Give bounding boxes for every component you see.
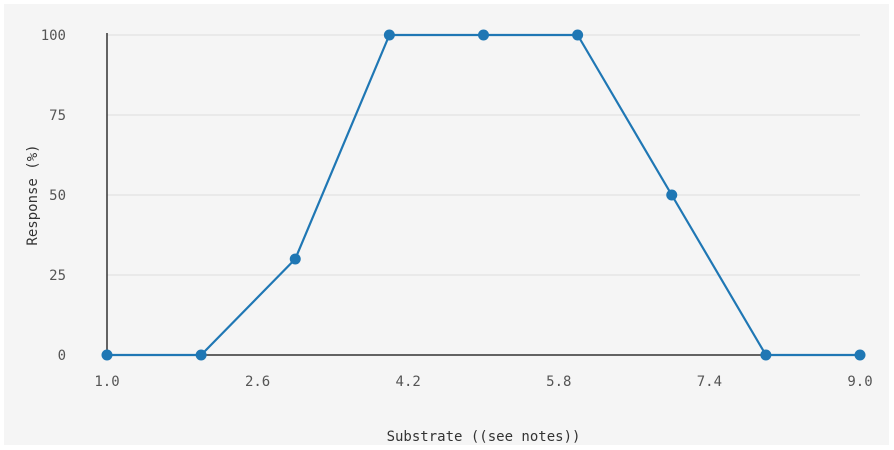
y-tick-label: 50 [49,188,66,204]
y-tick-label: 25 [49,268,66,284]
axes-layer [106,33,860,356]
series-layer [101,29,866,361]
data-point[interactable] [478,29,489,41]
x-tick-label: 5.8 [546,374,571,390]
x-tick-label: 1.0 [94,374,119,390]
data-point[interactable] [666,189,678,201]
y-axis-title: Response (%) [25,144,41,245]
data-point[interactable] [383,29,395,41]
chart-panel [4,4,889,445]
grid-layer [107,34,860,356]
data-point[interactable] [101,349,113,361]
x-tick-label: 9.0 [847,374,872,390]
x-tick-label: 4.2 [396,374,421,390]
x-tick-label: 7.4 [697,374,722,390]
y-tick-label: 100 [41,28,66,44]
data-point[interactable] [195,349,207,361]
tick-label-layer: 0 25 50 75 100 1.0 2.6 4.2 5.8 7.4 9.0 [41,28,873,390]
y-tick-label: 75 [49,108,66,124]
data-point[interactable] [854,349,866,361]
x-axis-title: Substrate ((see notes)) [387,429,581,445]
data-point[interactable] [760,349,772,361]
data-point[interactable] [572,29,584,41]
data-point[interactable] [289,253,301,265]
y-tick-label: 0 [58,348,66,364]
x-tick-label: 2.6 [245,374,270,390]
